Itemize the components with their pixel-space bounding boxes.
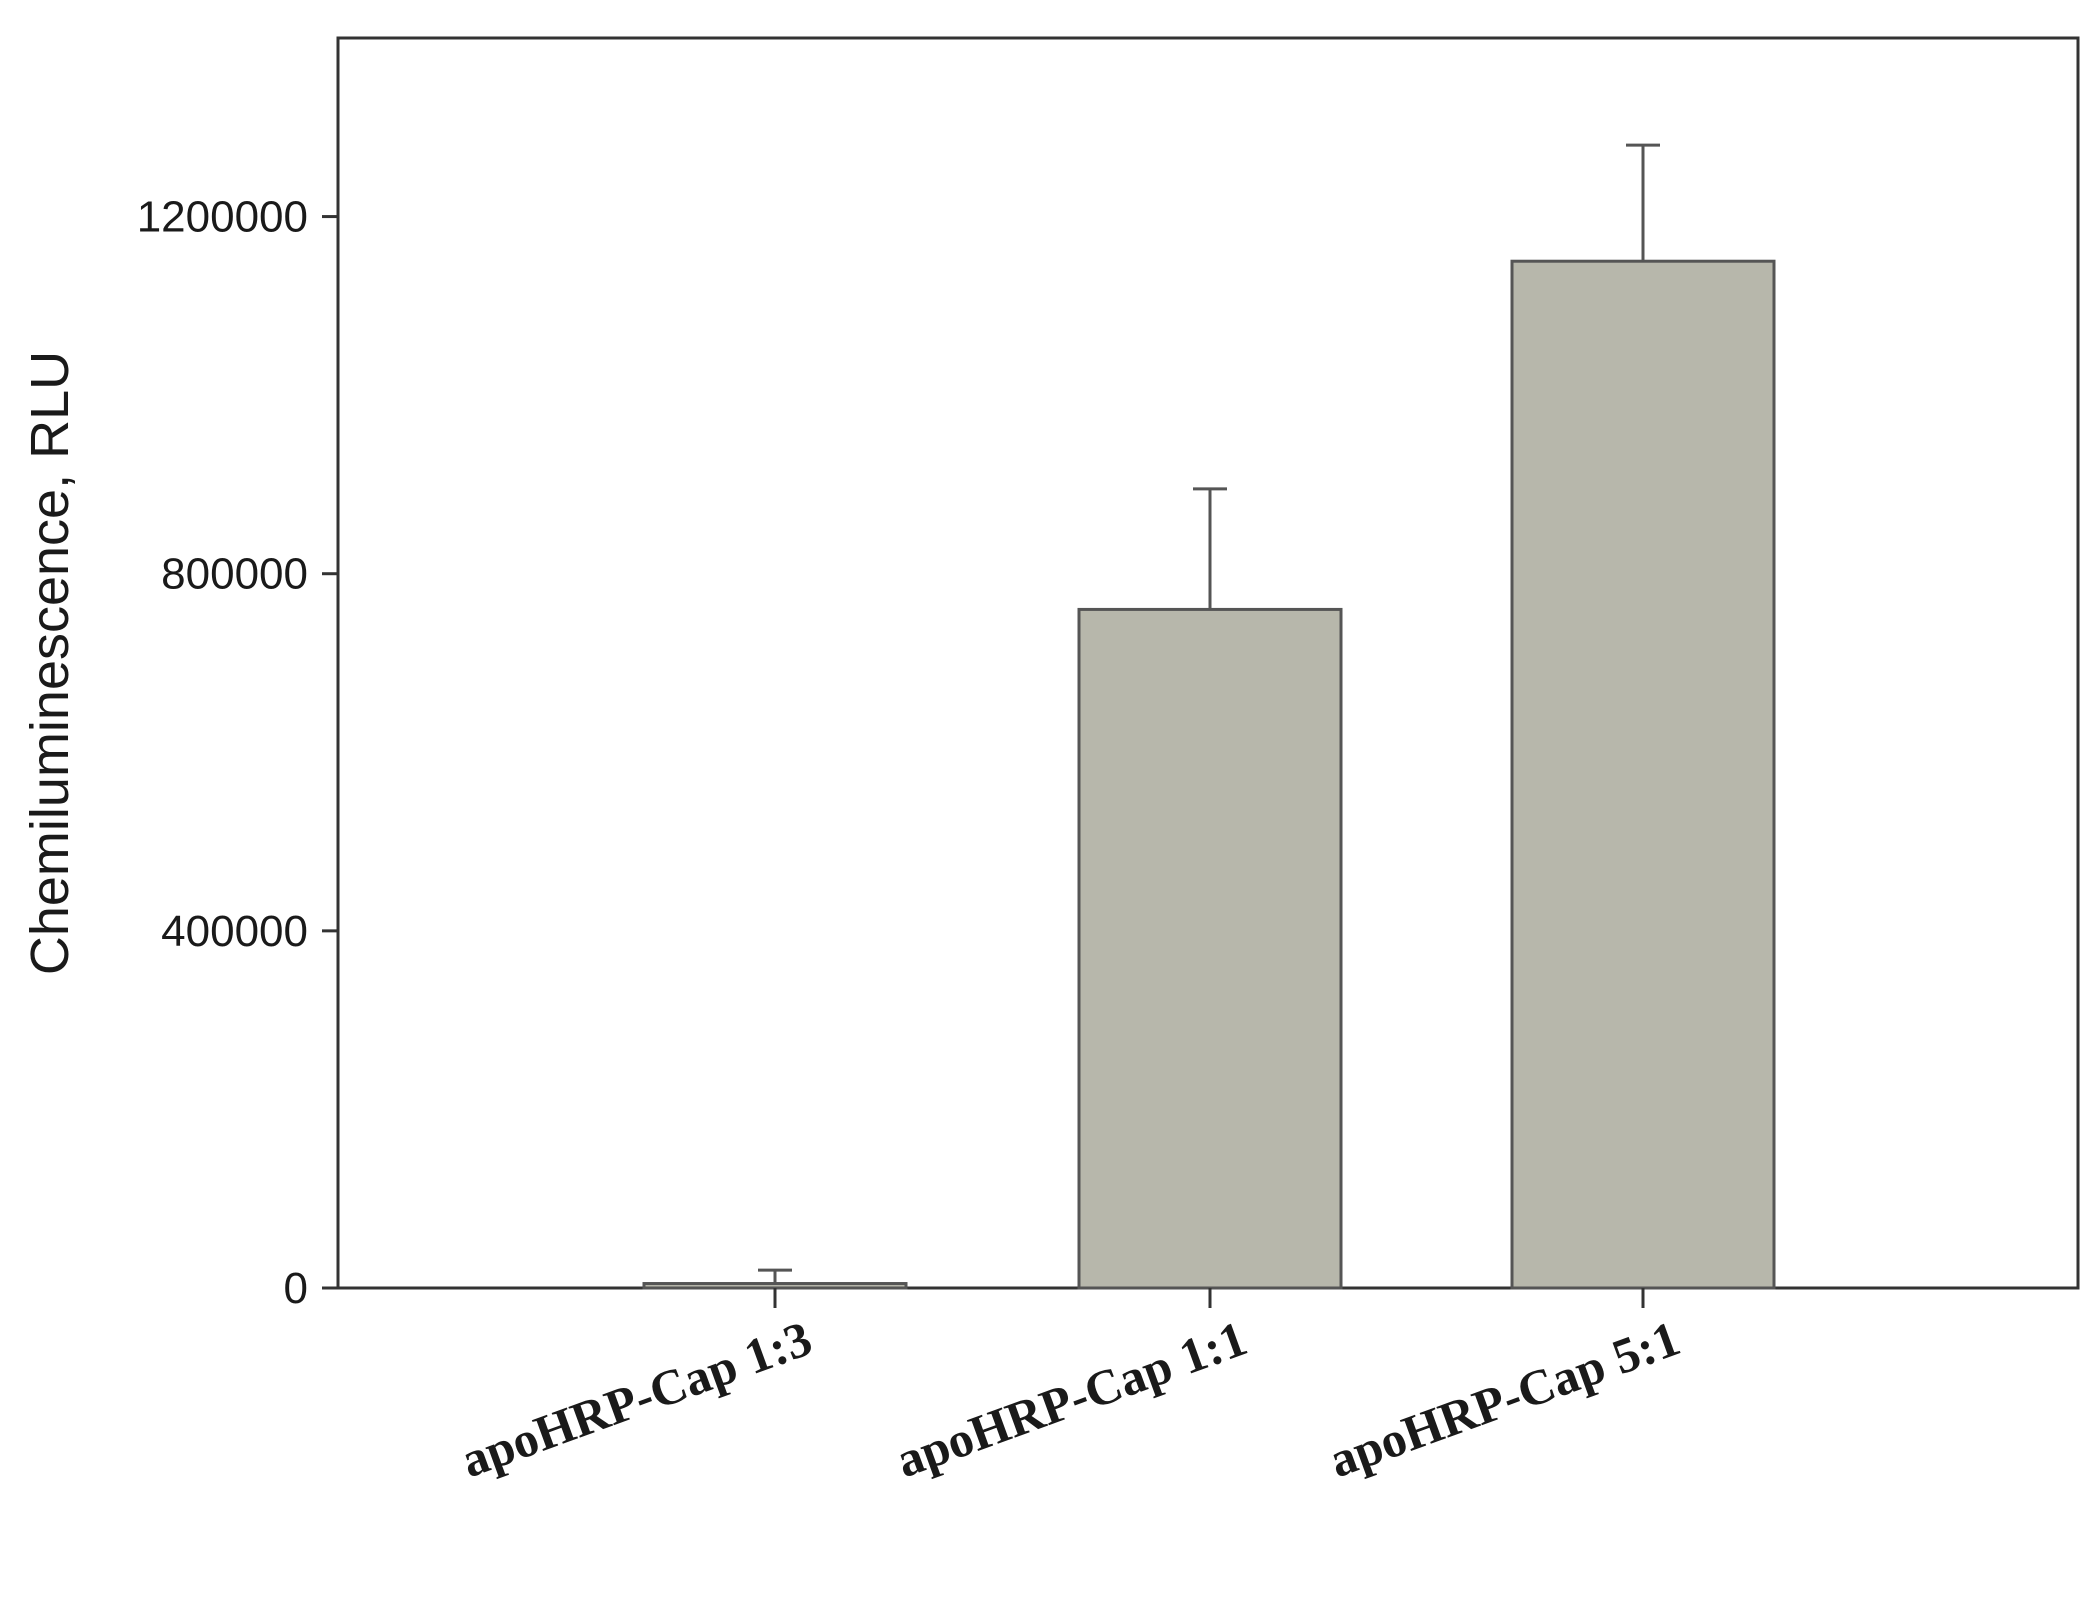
x-category-label: apoHRP-Cap 5:1: [1322, 1310, 1687, 1489]
bars-group: [642, 259, 1776, 1290]
y-tick-label: 1200000: [137, 193, 308, 242]
y-tick-label: 0: [284, 1264, 308, 1313]
bar: [1510, 259, 1776, 1290]
x-category-label: apoHRP-Cap 1:1: [889, 1310, 1254, 1489]
error-bars-group: [758, 143, 1660, 1284]
y-tick-label: 800000: [161, 550, 308, 599]
y-axis-title: Chemiluminescence, RLU: [20, 351, 80, 975]
y-axis-ticks: 0 400000 800000 1200000: [137, 193, 338, 1313]
bar: [642, 1282, 908, 1290]
bar: [1077, 607, 1343, 1290]
x-category-label: apoHRP-Cap 1:3: [454, 1310, 819, 1489]
x-axis-ticks: apoHRP-Cap 1:3 apoHRP-Cap 1:1 apoHRP-Cap 5…: [454, 1288, 1687, 1488]
y-tick-label: 400000: [161, 907, 308, 956]
